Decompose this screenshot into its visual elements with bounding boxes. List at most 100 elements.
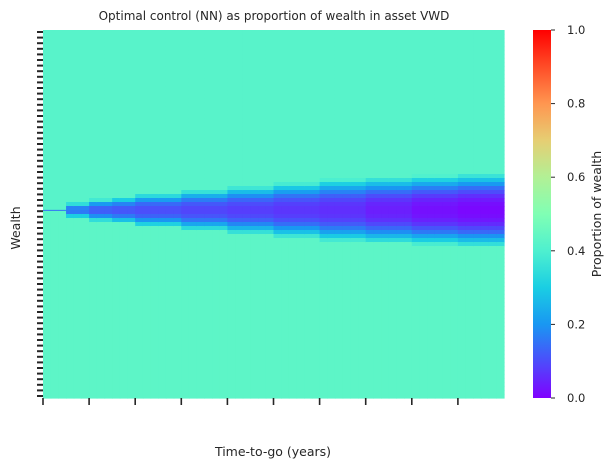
heatmap-cell	[66, 270, 75, 275]
heatmap-cell	[404, 126, 413, 131]
heatmap-cell	[96, 286, 106, 291]
heatmap-cell	[89, 270, 98, 275]
heatmap-cell	[427, 162, 436, 167]
heatmap-cell	[212, 114, 221, 119]
heatmap-cell	[242, 50, 252, 55]
heatmap-cell	[135, 34, 144, 39]
heatmap-cell	[342, 90, 351, 95]
heatmap-cell	[281, 150, 290, 155]
heatmap-cell	[258, 306, 267, 311]
heatmap-cell	[265, 82, 275, 87]
heatmap-cell	[158, 30, 167, 35]
heatmap-cell	[112, 122, 121, 127]
heatmap-cell	[250, 70, 259, 75]
heatmap-cell	[381, 58, 390, 63]
heatmap-cell	[334, 50, 344, 55]
heatmap-cell	[89, 178, 98, 183]
heatmap-cell	[288, 370, 298, 375]
heatmap-cell	[281, 198, 290, 203]
heatmap-cell	[150, 194, 159, 199]
heatmap-cell	[319, 174, 328, 179]
heatmap-cell	[43, 294, 52, 299]
heatmap-cell	[158, 330, 167, 335]
heatmap-cell	[342, 94, 351, 99]
heatmap-cell	[196, 122, 205, 127]
heatmap-cell	[327, 178, 336, 183]
heatmap-cell	[381, 146, 390, 151]
heatmap-cell	[296, 210, 305, 215]
heatmap-cell	[58, 378, 67, 383]
heatmap-cell	[150, 394, 159, 399]
heatmap-cell	[288, 174, 298, 179]
heatmap-cell	[181, 98, 190, 103]
heatmap-cell	[112, 98, 121, 103]
heatmap-cell	[419, 70, 428, 75]
heatmap-cell	[43, 130, 52, 135]
heatmap-cell	[142, 302, 152, 307]
heatmap-cell	[96, 346, 106, 351]
heatmap-cell	[43, 150, 52, 155]
heatmap-cell	[250, 270, 259, 275]
heatmap-cell	[242, 182, 252, 187]
heatmap-cell	[235, 386, 244, 391]
heatmap-cell	[158, 170, 167, 175]
heatmap-cell	[181, 346, 190, 351]
heatmap-cell	[442, 254, 451, 259]
heatmap-cell	[204, 342, 213, 347]
heatmap-cell	[250, 374, 259, 379]
heatmap-cell	[457, 142, 467, 147]
heatmap-cell	[319, 258, 328, 263]
heatmap-cell	[419, 222, 428, 227]
heatmap-cell	[281, 50, 290, 55]
heatmap-cell	[96, 118, 106, 123]
heatmap-cell	[342, 130, 351, 135]
heatmap-cell	[112, 30, 121, 35]
heatmap-cell	[327, 150, 336, 155]
heatmap-cell	[327, 290, 336, 295]
heatmap-cell	[311, 310, 321, 315]
heatmap-cell	[173, 90, 182, 95]
heatmap-cell	[43, 174, 52, 179]
heatmap-cell	[250, 30, 259, 35]
heatmap-cell	[135, 218, 144, 223]
heatmap-cell	[96, 262, 106, 267]
heatmap-cell	[334, 334, 344, 339]
heatmap-cell	[58, 158, 67, 163]
heatmap-cell	[334, 370, 344, 375]
heatmap-cell	[181, 230, 190, 235]
heatmap-cell	[181, 342, 190, 347]
heatmap-cell	[342, 326, 351, 331]
heatmap-cell	[104, 138, 113, 143]
heatmap-cell	[381, 90, 390, 95]
heatmap-cell	[89, 38, 98, 43]
heatmap-cell	[296, 102, 305, 107]
heatmap-cell	[150, 374, 159, 379]
heatmap-cell	[388, 110, 398, 115]
heatmap-cell	[173, 62, 182, 67]
heatmap-cell	[396, 274, 405, 279]
heatmap-cell	[250, 242, 259, 247]
heatmap-cell	[204, 202, 213, 207]
heatmap-cell	[165, 346, 175, 351]
heatmap-cell	[419, 378, 428, 383]
heatmap-cell	[419, 326, 428, 331]
heatmap-cell	[327, 54, 336, 59]
heatmap-cell	[311, 346, 321, 351]
heatmap-cell	[427, 226, 436, 231]
heatmap-cell	[373, 94, 382, 99]
heatmap-cell	[227, 114, 236, 119]
heatmap-cell	[204, 362, 213, 367]
heatmap-cell	[204, 114, 213, 119]
heatmap-cell	[442, 374, 451, 379]
heatmap-cell	[135, 114, 144, 119]
heatmap-cell	[450, 186, 459, 191]
heatmap-cell	[404, 374, 413, 379]
heatmap-cell	[404, 74, 413, 79]
heatmap-cell	[181, 354, 190, 359]
heatmap-cell	[381, 198, 390, 203]
heatmap-cell	[442, 38, 451, 43]
heatmap-cell	[381, 250, 390, 255]
heatmap-cell	[127, 390, 136, 395]
heatmap-cell	[411, 102, 421, 107]
heatmap-cell	[288, 234, 298, 239]
